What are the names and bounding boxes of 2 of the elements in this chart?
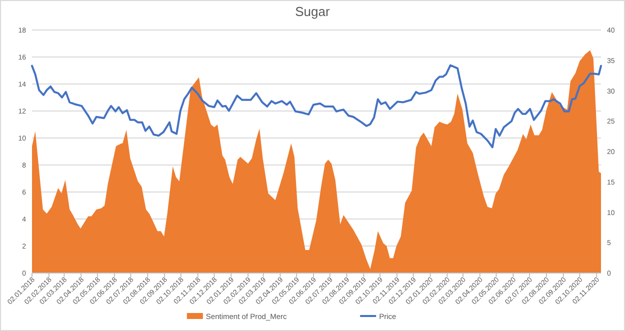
line-series — [31, 64, 602, 148]
chart-title: Sugar — [295, 4, 331, 19]
